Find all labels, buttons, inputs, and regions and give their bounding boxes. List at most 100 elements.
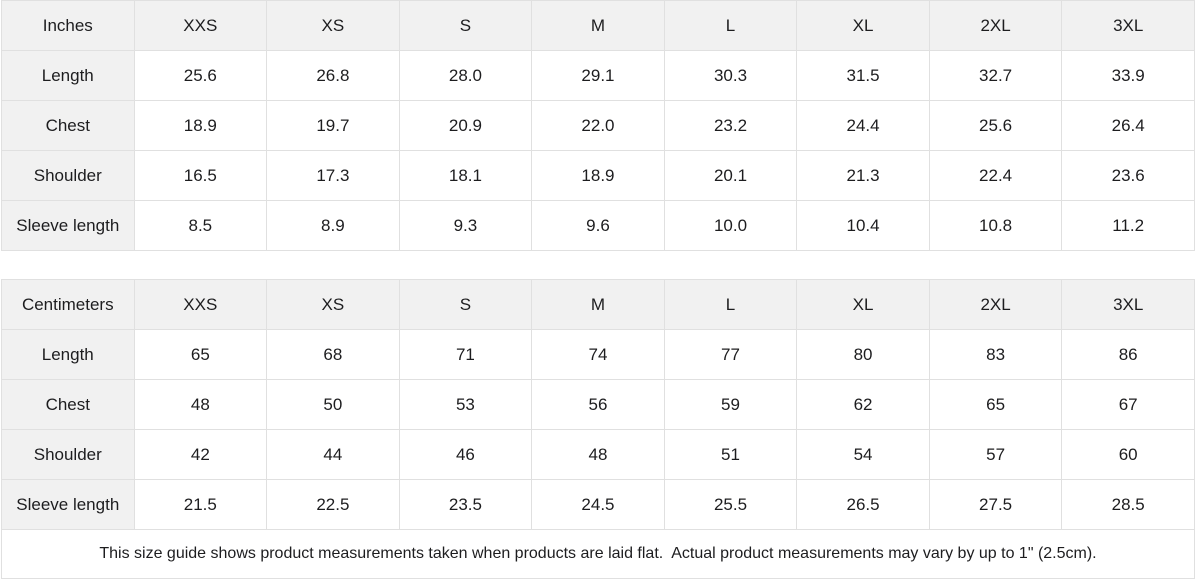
value-cell: 48 bbox=[133, 379, 268, 430]
value-cell: 27.5 bbox=[928, 479, 1063, 530]
value-cell: 10.4 bbox=[796, 200, 930, 251]
value-cell: 24.4 bbox=[796, 100, 930, 151]
value-cell: 83 bbox=[928, 329, 1063, 380]
value-cell: 54 bbox=[796, 429, 930, 480]
size-header-cell: 2XL bbox=[928, 0, 1063, 51]
value-cell: 50 bbox=[266, 379, 400, 430]
size-header-cell: 3XL bbox=[1061, 279, 1195, 330]
value-cell: 20.1 bbox=[663, 150, 798, 201]
size-header-cell: XL bbox=[796, 0, 930, 51]
value-cell: 26.5 bbox=[796, 479, 930, 530]
value-cell: 24.5 bbox=[531, 479, 665, 530]
value-cell: 23.5 bbox=[398, 479, 533, 530]
table-row: Chest 18.9 19.7 20.9 22.0 23.2 24.4 25.6… bbox=[1, 100, 1195, 151]
size-header-cell: XL bbox=[796, 279, 930, 330]
value-cell: 57 bbox=[928, 429, 1063, 480]
value-cell: 42 bbox=[133, 429, 268, 480]
value-cell: 18.9 bbox=[133, 100, 268, 151]
size-header-cell: 2XL bbox=[928, 279, 1063, 330]
row-label-cell: Sleeve length bbox=[1, 200, 135, 251]
value-cell: 31.5 bbox=[796, 50, 930, 101]
value-cell: 46 bbox=[398, 429, 533, 480]
value-cell: 23.2 bbox=[663, 100, 798, 151]
value-cell: 25.5 bbox=[663, 479, 798, 530]
value-cell: 48 bbox=[531, 429, 665, 480]
value-cell: 33.9 bbox=[1061, 50, 1195, 101]
inches-header-row: Inches XXS XS S M L XL 2XL 3XL bbox=[1, 0, 1195, 51]
value-cell: 21.3 bbox=[796, 150, 930, 201]
value-cell: 60 bbox=[1061, 429, 1195, 480]
table-row: Length 25.6 26.8 28.0 29.1 30.3 31.5 32.… bbox=[1, 50, 1195, 101]
value-cell: 80 bbox=[796, 329, 930, 380]
value-cell: 17.3 bbox=[266, 150, 400, 201]
table-row: Chest 48 50 53 56 59 62 65 67 bbox=[1, 379, 1195, 430]
value-cell: 18.9 bbox=[531, 150, 665, 201]
value-cell: 51 bbox=[663, 429, 798, 480]
value-cell: 68 bbox=[266, 329, 400, 380]
size-header-cell: XS bbox=[266, 0, 400, 51]
value-cell: 8.5 bbox=[133, 200, 268, 251]
unit-header-cell: Inches bbox=[1, 0, 135, 51]
value-cell: 10.8 bbox=[928, 200, 1063, 251]
row-label-cell: Shoulder bbox=[1, 429, 135, 480]
value-cell: 53 bbox=[398, 379, 533, 430]
value-cell: 65 bbox=[928, 379, 1063, 430]
row-label-cell: Length bbox=[1, 329, 135, 380]
unit-header-cell: Centimeters bbox=[1, 279, 135, 330]
value-cell: 77 bbox=[663, 329, 798, 380]
value-cell: 8.9 bbox=[266, 200, 400, 251]
size-header-cell: S bbox=[398, 279, 533, 330]
value-cell: 21.5 bbox=[133, 479, 268, 530]
value-cell: 22.4 bbox=[928, 150, 1063, 201]
value-cell: 26.4 bbox=[1061, 100, 1195, 151]
value-cell: 30.3 bbox=[663, 50, 798, 101]
value-cell: 11.2 bbox=[1061, 200, 1195, 251]
size-header-cell: 3XL bbox=[1061, 0, 1195, 51]
table-row: Length 65 68 71 74 77 80 83 86 bbox=[1, 329, 1195, 380]
value-cell: 26.8 bbox=[266, 50, 400, 101]
size-header-cell: XXS bbox=[133, 0, 268, 51]
value-cell: 25.6 bbox=[133, 50, 268, 101]
size-header-cell: XS bbox=[266, 279, 400, 330]
value-cell: 71 bbox=[398, 329, 533, 380]
row-label-cell: Chest bbox=[1, 100, 135, 151]
value-cell: 19.7 bbox=[266, 100, 400, 151]
row-label-cell: Chest bbox=[1, 379, 135, 430]
row-label-cell: Shoulder bbox=[1, 150, 135, 201]
value-cell: 22.5 bbox=[266, 479, 400, 530]
value-cell: 28.0 bbox=[398, 50, 533, 101]
value-cell: 16.5 bbox=[133, 150, 268, 201]
table-row: Shoulder 42 44 46 48 51 54 57 60 bbox=[1, 429, 1195, 480]
value-cell: 62 bbox=[796, 379, 930, 430]
spacer-cell bbox=[1, 250, 1195, 280]
value-cell: 29.1 bbox=[531, 50, 665, 101]
table-row: Sleeve length 21.5 22.5 23.5 24.5 25.5 2… bbox=[1, 479, 1195, 530]
size-header-cell: M bbox=[531, 279, 665, 330]
size-header-cell: S bbox=[398, 0, 533, 51]
value-cell: 59 bbox=[663, 379, 798, 430]
value-cell: 18.1 bbox=[398, 150, 533, 201]
table-row: Shoulder 16.5 17.3 18.1 18.9 20.1 21.3 2… bbox=[1, 150, 1195, 201]
section-spacer bbox=[1, 250, 1195, 280]
value-cell: 32.7 bbox=[928, 50, 1063, 101]
value-cell: 56 bbox=[531, 379, 665, 430]
value-cell: 67 bbox=[1061, 379, 1195, 430]
value-cell: 9.3 bbox=[398, 200, 533, 251]
value-cell: 20.9 bbox=[398, 100, 533, 151]
value-cell: 10.0 bbox=[663, 200, 798, 251]
footnote: This size guide shows product measuremen… bbox=[1, 529, 1195, 579]
size-header-cell: L bbox=[663, 279, 798, 330]
row-label-cell: Length bbox=[1, 50, 135, 101]
value-cell: 86 bbox=[1061, 329, 1195, 380]
size-header-cell: XXS bbox=[133, 279, 268, 330]
centimeters-header-row: Centimeters XXS XS S M L XL 2XL 3XL bbox=[1, 279, 1195, 330]
footnote-row: This size guide shows product measuremen… bbox=[1, 529, 1195, 579]
value-cell: 74 bbox=[531, 329, 665, 380]
value-cell: 23.6 bbox=[1061, 150, 1195, 201]
value-cell: 25.6 bbox=[928, 100, 1063, 151]
value-cell: 22.0 bbox=[531, 100, 665, 151]
size-header-cell: M bbox=[531, 0, 665, 51]
size-header-cell: L bbox=[663, 0, 798, 51]
value-cell: 9.6 bbox=[531, 200, 665, 251]
